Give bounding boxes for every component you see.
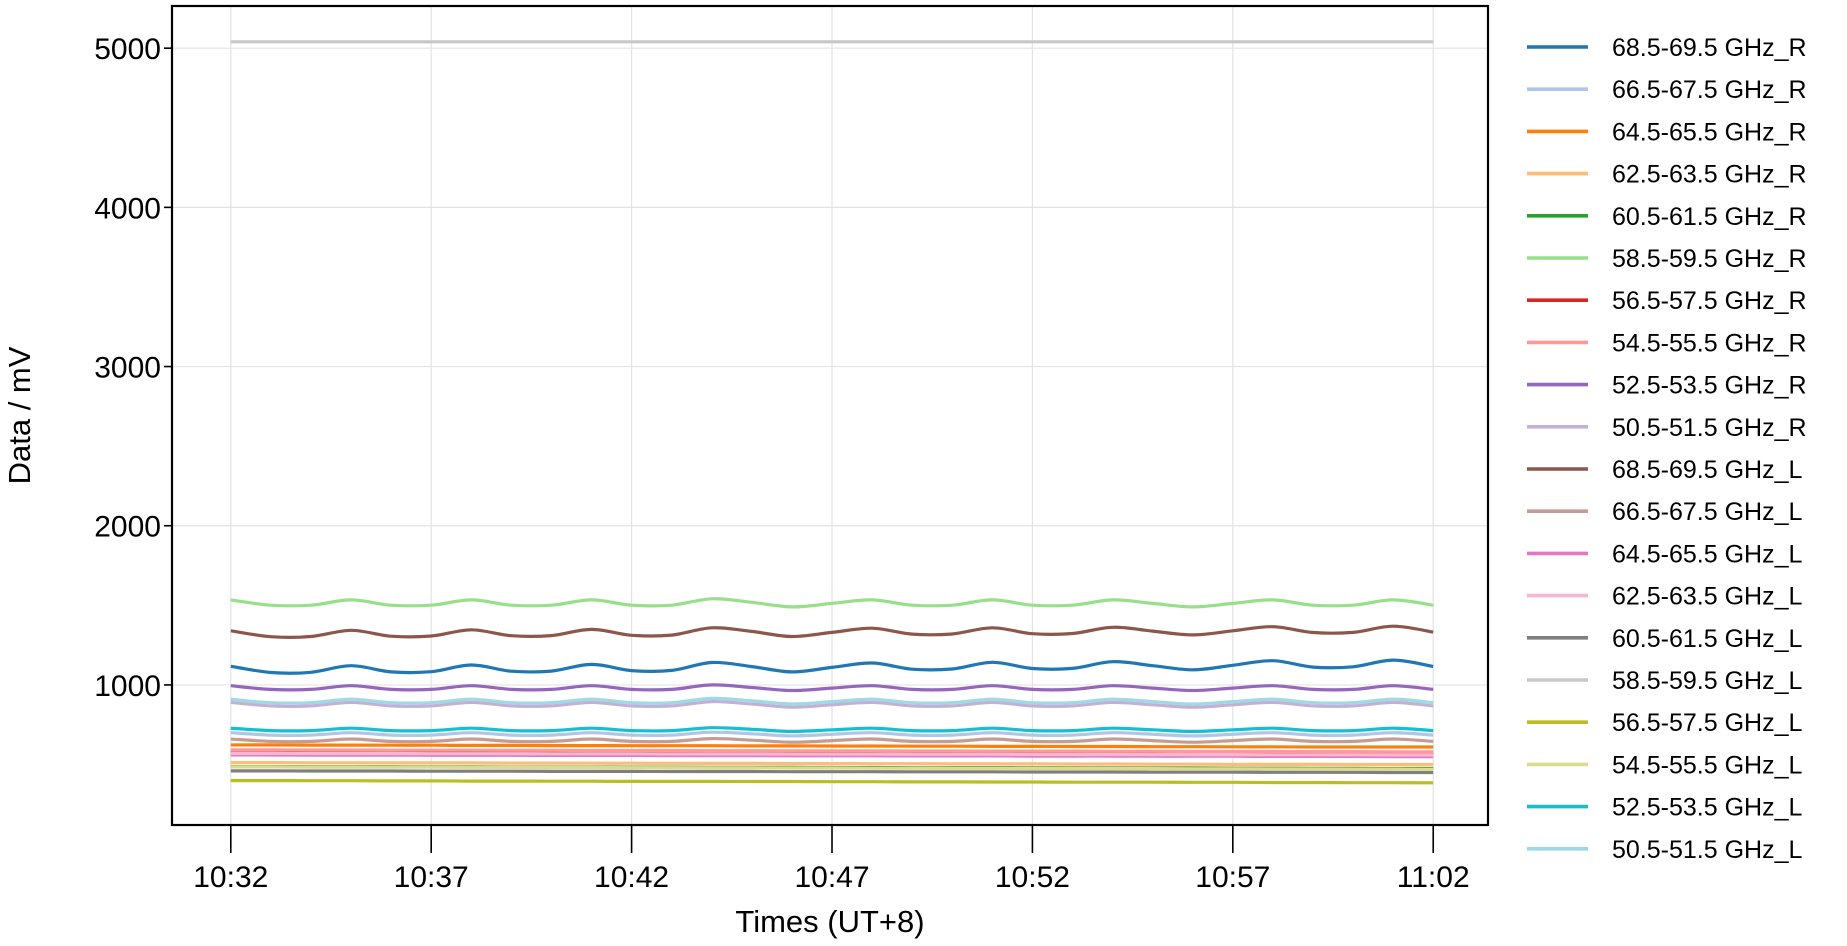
y-tick-label: 1000 [94, 670, 161, 703]
y-axis-label: Data / mV [2, 346, 37, 484]
legend-item: 62.5-63.5 GHz_R [1527, 161, 1807, 189]
legend-label: 60.5-61.5 GHz_R [1612, 203, 1807, 231]
legend-item: 64.5-65.5 GHz_L [1527, 540, 1802, 568]
y-tick-label: 4000 [94, 192, 161, 225]
x-axis: 10:32 10:37 10:42 10:47 10:52 10:57 11:02 [193, 825, 1469, 894]
legend-item: 58.5-59.5 GHz_L [1527, 667, 1802, 695]
legend-label: 62.5-63.5 GHz_R [1612, 161, 1807, 189]
legend-label: 66.5-67.5 GHz_L [1612, 498, 1802, 526]
legend-label: 64.5-65.5 GHz_R [1612, 118, 1807, 146]
legend-item: 66.5-67.5 GHz_L [1527, 498, 1802, 526]
legend-label: 58.5-59.5 GHz_R [1612, 245, 1807, 273]
x-tick-label: 10:52 [995, 861, 1070, 894]
legend-label: 50.5-51.5 GHz_R [1612, 414, 1807, 442]
x-axis-label: Times (UT+8) [735, 904, 924, 939]
legend-label: 56.5-57.5 GHz_L [1612, 709, 1802, 737]
series-line-1 [231, 732, 1433, 736]
legend-item: 52.5-53.5 GHz_L [1527, 794, 1802, 822]
legend-label: 52.5-53.5 GHz_R [1612, 372, 1807, 400]
series-line-2 [231, 745, 1433, 747]
legend-item: 62.5-63.5 GHz_L [1527, 583, 1802, 611]
legend-label: 62.5-63.5 GHz_L [1612, 583, 1802, 611]
legend-label: 60.5-61.5 GHz_L [1612, 625, 1802, 653]
legend-item: 56.5-57.5 GHz_L [1527, 709, 1802, 737]
legend-label: 52.5-53.5 GHz_L [1612, 794, 1802, 822]
x-tick-label: 10:57 [1195, 861, 1270, 894]
series-line-3 [231, 763, 1433, 765]
series-line-13 [231, 753, 1433, 755]
x-tick-label: 10:37 [394, 861, 469, 894]
legend-item: 64.5-65.5 GHz_R [1527, 118, 1807, 146]
legend-label: 50.5-51.5 GHz_L [1612, 836, 1802, 864]
legend-label: 64.5-65.5 GHz_L [1612, 540, 1802, 568]
x-tick-label: 10:47 [794, 861, 869, 894]
y-axis: 1000 2000 3000 4000 5000 [94, 33, 172, 703]
legend-item: 58.5-59.5 GHz_R [1527, 245, 1807, 273]
legend: 68.5-69.5 GHz_R 66.5-67.5 GHz_R 64.5-65.5 … [1527, 34, 1807, 864]
legend-label: 58.5-59.5 GHz_L [1612, 667, 1802, 695]
series-line-18 [231, 728, 1433, 732]
legend-item: 68.5-69.5 GHz_R [1527, 34, 1807, 62]
legend-label: 68.5-69.5 GHz_R [1612, 34, 1807, 62]
x-tick-label: 10:32 [193, 861, 268, 894]
legend-item: 50.5-51.5 GHz_R [1527, 414, 1807, 442]
series-line-16 [231, 781, 1433, 783]
legend-label: 54.5-55.5 GHz_L [1612, 751, 1802, 779]
legend-item: 66.5-67.5 GHz_R [1527, 76, 1807, 104]
x-tick-label: 10:42 [594, 861, 669, 894]
y-tick-label: 5000 [94, 33, 161, 66]
y-tick-label: 2000 [94, 511, 161, 544]
series-line-11 [231, 739, 1433, 743]
legend-label: 68.5-69.5 GHz_L [1612, 456, 1802, 484]
legend-label: 54.5-55.5 GHz_R [1612, 329, 1807, 357]
y-tick-label: 3000 [94, 352, 161, 385]
legend-item: 56.5-57.5 GHz_R [1527, 287, 1807, 315]
legend-label: 56.5-57.5 GHz_R [1612, 287, 1807, 315]
legend-item: 54.5-55.5 GHz_R [1527, 329, 1807, 357]
legend-label: 66.5-67.5 GHz_R [1612, 76, 1807, 104]
legend-item: 54.5-55.5 GHz_L [1527, 751, 1802, 779]
x-tick-label: 11:02 [1397, 861, 1470, 894]
legend-item: 50.5-51.5 GHz_L [1527, 836, 1802, 864]
legend-item: 60.5-61.5 GHz_L [1527, 625, 1802, 653]
legend-item: 68.5-69.5 GHz_L [1527, 456, 1802, 484]
series-line-14 [231, 771, 1433, 773]
legend-item: 52.5-53.5 GHz_R [1527, 372, 1807, 400]
series-line-7 [231, 750, 1433, 752]
legend-item: 60.5-61.5 GHz_R [1527, 203, 1807, 231]
